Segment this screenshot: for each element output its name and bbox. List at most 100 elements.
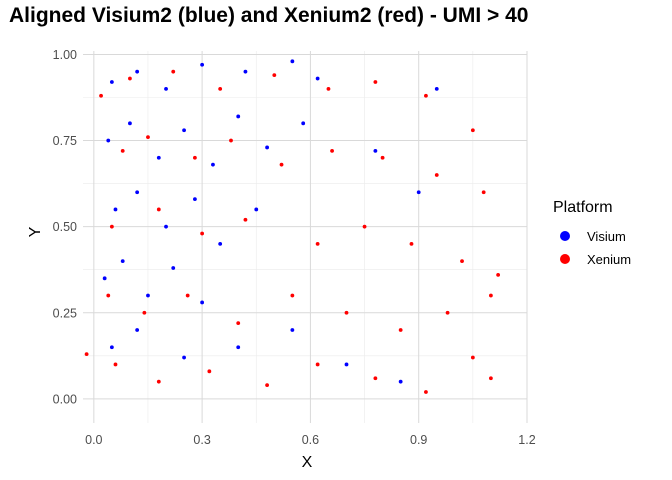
data-point — [489, 376, 493, 381]
data-point — [460, 259, 464, 264]
data-point — [106, 138, 111, 143]
x-tick-label: 1.2 — [518, 433, 535, 447]
data-point — [135, 190, 140, 195]
data-point — [344, 362, 349, 367]
data-point — [84, 352, 89, 357]
y-axis-ticks: 0.00 0.25 0.50 0.75 1.00 — [53, 48, 77, 406]
data-point — [330, 148, 334, 153]
data-point — [470, 128, 475, 133]
data-point — [290, 293, 295, 298]
x-tick-label: 0.9 — [410, 433, 427, 447]
minor-gridlines — [83, 51, 527, 423]
data-point — [315, 76, 320, 81]
data-point — [200, 62, 205, 67]
legend-label-xenium: Xenium — [587, 252, 631, 267]
data-point — [265, 145, 269, 150]
data-point — [218, 241, 223, 246]
data-point — [254, 207, 259, 212]
data-point — [164, 86, 168, 91]
data-point — [373, 376, 378, 381]
data-point — [373, 148, 378, 153]
x-axis-label: X — [302, 454, 313, 471]
legend-label-visium: Visium — [587, 229, 626, 244]
data-point — [156, 155, 161, 160]
data-point — [326, 86, 331, 91]
legend: Platform Visium Xenium — [553, 199, 631, 267]
data-point — [120, 259, 125, 264]
data-point — [481, 190, 486, 195]
data-point — [445, 310, 450, 315]
data-point — [113, 207, 118, 212]
data-point — [489, 293, 493, 298]
data-point — [207, 369, 212, 374]
data-point — [193, 197, 197, 202]
data-point — [398, 328, 403, 332]
y-tick-label: 0.75 — [53, 134, 77, 148]
x-tick-label: 0.6 — [302, 433, 319, 447]
data-point — [171, 69, 176, 74]
data-point — [156, 207, 161, 212]
legend-title: Platform — [553, 199, 613, 216]
data-point — [290, 328, 295, 332]
y-tick-label: 1.00 — [53, 48, 77, 62]
data-point — [102, 276, 107, 281]
data-point — [185, 293, 190, 298]
data-point — [380, 155, 385, 160]
data-point — [182, 128, 186, 133]
x-tick-label: 0.0 — [85, 433, 102, 447]
data-point — [243, 69, 248, 74]
data-point — [416, 190, 421, 195]
data-point — [182, 355, 186, 360]
data-point — [236, 345, 241, 350]
legend-marker-xenium — [560, 254, 570, 264]
data-point — [434, 86, 439, 91]
data-point — [106, 293, 111, 298]
y-tick-label: 0.25 — [53, 306, 77, 320]
data-point — [424, 93, 428, 98]
scatter-points — [84, 59, 501, 394]
data-point — [120, 148, 125, 153]
data-point — [211, 162, 215, 167]
series-visium — [102, 59, 439, 384]
data-point — [109, 345, 114, 350]
data-point — [109, 224, 114, 229]
data-point — [272, 73, 277, 78]
data-point — [171, 266, 176, 270]
y-tick-label: 0.50 — [53, 220, 77, 234]
series-xenium — [84, 69, 501, 394]
y-tick-label: 0.00 — [53, 392, 77, 406]
data-point — [128, 121, 132, 126]
data-point — [315, 241, 320, 246]
data-point — [424, 390, 428, 394]
data-point — [200, 231, 205, 236]
legend-marker-visium — [560, 231, 570, 241]
data-point — [156, 379, 161, 384]
data-point — [128, 76, 132, 81]
data-point — [164, 224, 168, 229]
data-point — [193, 155, 197, 160]
data-point — [301, 121, 306, 126]
data-point — [109, 80, 114, 84]
x-axis-ticks: 0.0 0.3 0.6 0.9 1.2 — [85, 433, 536, 447]
data-point — [243, 217, 248, 222]
data-point — [362, 224, 367, 229]
data-point — [496, 272, 501, 277]
data-point — [146, 293, 150, 298]
data-point — [236, 114, 241, 119]
data-point — [434, 173, 439, 177]
data-point — [135, 69, 140, 74]
data-point — [409, 241, 414, 246]
data-point — [146, 135, 150, 140]
data-point — [229, 138, 233, 143]
x-tick-label: 0.3 — [193, 433, 210, 447]
data-point — [218, 86, 223, 91]
data-point — [344, 310, 349, 315]
data-point — [279, 162, 284, 167]
data-point — [265, 383, 269, 388]
major-gridlines — [83, 51, 528, 423]
data-point — [200, 300, 205, 305]
data-point — [142, 310, 147, 315]
data-point — [373, 80, 378, 84]
y-axis-label: Y — [27, 226, 44, 237]
